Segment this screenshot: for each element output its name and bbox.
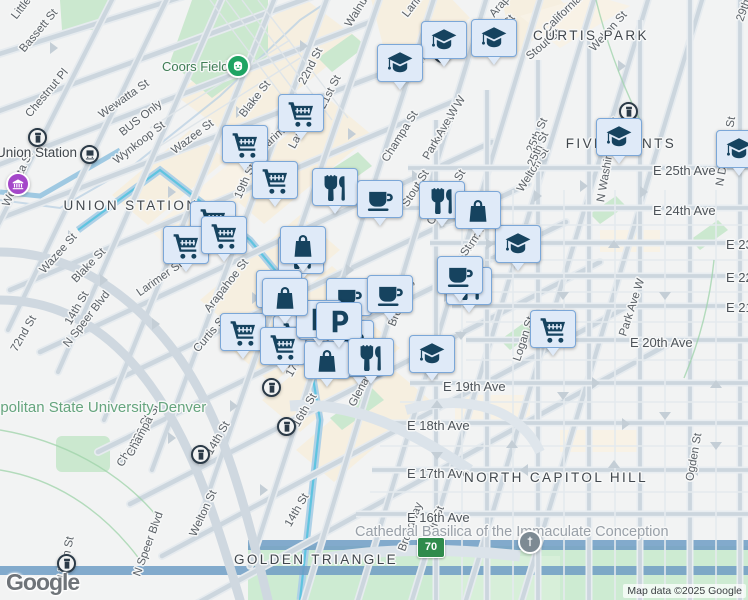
map-pin-school[interactable] — [716, 130, 748, 176]
hotel-icon[interactable] — [57, 554, 76, 573]
school-icon — [419, 343, 445, 364]
map-pin-store[interactable] — [455, 191, 501, 237]
map-pin-store[interactable] — [304, 341, 350, 387]
map-pin-cafe[interactable] — [437, 256, 483, 302]
store-icon — [294, 235, 312, 257]
museum-icon[interactable] — [6, 172, 30, 196]
pin-body — [495, 225, 541, 263]
hotel-icon-glyph — [283, 421, 290, 432]
parking-icon — [332, 310, 349, 333]
hotel-icon-glyph — [268, 382, 275, 393]
store-icon — [276, 287, 294, 309]
pin-body — [596, 118, 642, 156]
map-pin-school[interactable] — [421, 21, 467, 67]
hotel-icon-glyph — [63, 558, 70, 569]
hotel-icon[interactable] — [277, 417, 296, 436]
restaurant-icon — [431, 188, 452, 214]
cafe-icon — [367, 191, 393, 211]
map-pin-cafe[interactable] — [357, 180, 403, 226]
map-pin-grocery[interactable] — [278, 94, 324, 140]
map-pin-restaurant[interactable] — [348, 338, 394, 384]
hotel-icon[interactable] — [262, 378, 281, 397]
stadium-icon[interactable] — [226, 54, 250, 78]
store-icon — [318, 350, 336, 372]
school-icon — [606, 126, 632, 147]
school-icon — [431, 29, 457, 50]
grocery-icon — [230, 321, 256, 346]
grocery-icon — [232, 133, 258, 158]
school-icon — [387, 52, 413, 73]
hotel-icon-glyph — [197, 449, 204, 460]
hotel-icon[interactable] — [28, 128, 47, 147]
map-pin-school[interactable] — [471, 19, 517, 65]
cafe-icon — [447, 267, 473, 287]
hotel-icon-glyph — [625, 106, 632, 117]
map-pin-grocery[interactable] — [252, 161, 298, 207]
map-pin-store[interactable] — [280, 226, 326, 272]
pin-body — [280, 226, 326, 264]
map-pin-school[interactable] — [596, 118, 642, 164]
map-pin-grocery[interactable] — [220, 313, 266, 359]
map-pin-parking[interactable] — [316, 302, 362, 348]
hotel-icon[interactable] — [191, 445, 210, 464]
map-pin-school[interactable] — [409, 335, 455, 381]
church-icon[interactable] — [518, 530, 542, 554]
map-pin-cafe[interactable] — [367, 275, 413, 321]
map-pin-school[interactable] — [495, 225, 541, 271]
school-icon — [726, 138, 748, 159]
train-icon[interactable] — [80, 145, 99, 164]
grocery-icon — [262, 169, 288, 194]
map-pin-grocery[interactable] — [530, 310, 576, 356]
store-icon — [469, 200, 487, 222]
map-pin-grocery[interactable] — [163, 226, 209, 272]
school-icon — [481, 27, 507, 48]
pin-body — [367, 275, 413, 313]
grocery-icon — [173, 234, 199, 259]
map-pin-grocery[interactable] — [201, 216, 247, 262]
map-pin-grocery[interactable] — [222, 125, 268, 171]
pin-body — [716, 130, 748, 168]
map-pin-school[interactable] — [377, 44, 423, 90]
grocery-icon — [270, 335, 296, 360]
grocery-icon — [211, 224, 237, 249]
grocery-icon — [288, 102, 314, 127]
map-pin-store[interactable] — [262, 278, 308, 324]
hotel-icon-glyph — [34, 132, 41, 143]
restaurant-icon — [360, 345, 381, 371]
pin-body — [530, 310, 576, 348]
google-logo: Google — [6, 569, 80, 595]
highway-shield-icon: 70 — [417, 537, 445, 558]
map-pin-restaurant[interactable] — [312, 168, 358, 214]
restaurant-icon — [324, 175, 345, 201]
grocery-icon — [540, 318, 566, 343]
cafe-icon — [377, 286, 403, 306]
map-attribution[interactable]: Map data ©2025 Google — [623, 584, 746, 598]
school-icon — [505, 233, 531, 254]
pin-body — [316, 302, 362, 340]
